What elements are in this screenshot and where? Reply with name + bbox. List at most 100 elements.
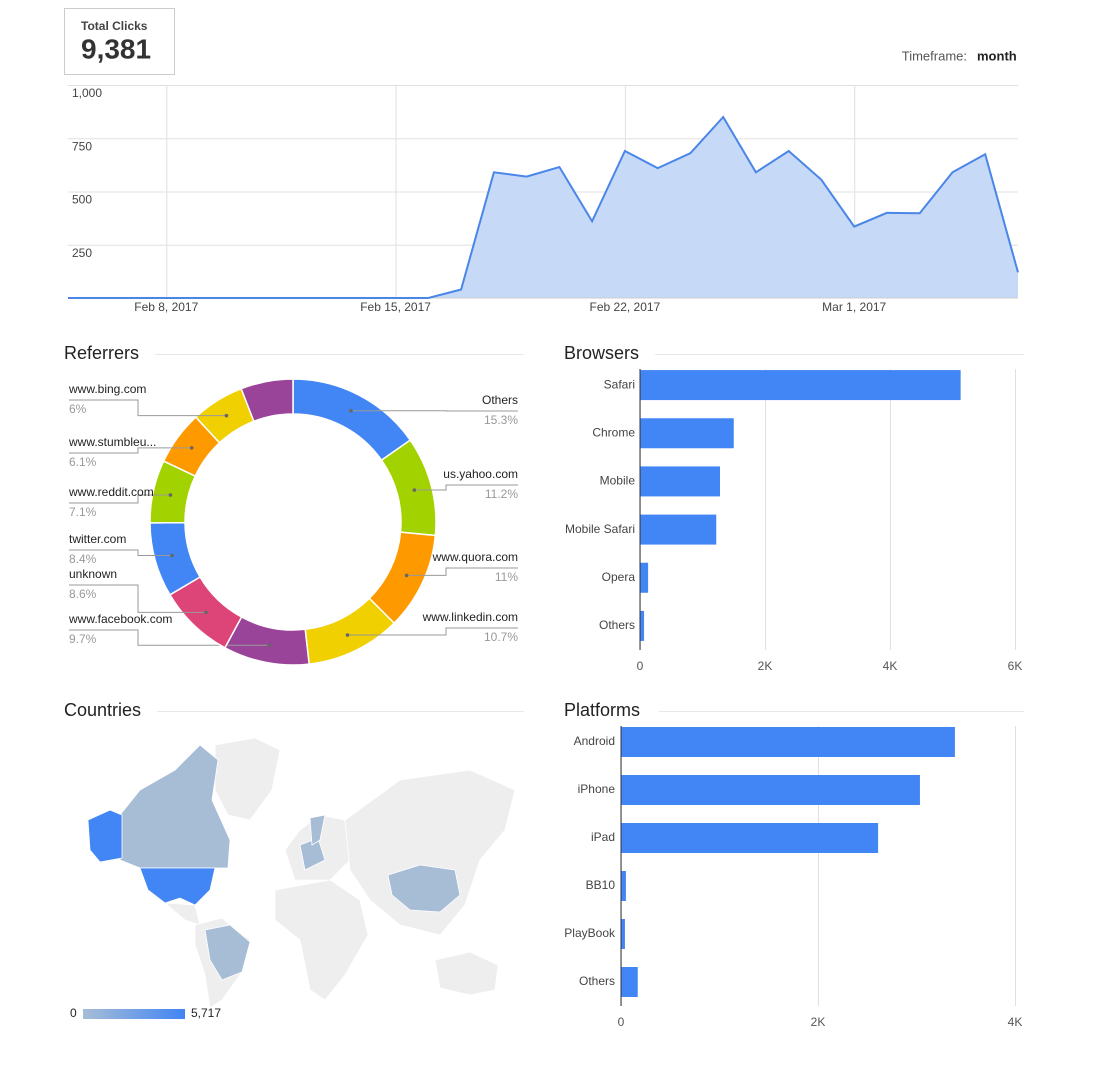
pie-slice <box>292 378 412 462</box>
leader-line <box>69 584 206 613</box>
y-tick-label: 250 <box>72 246 92 260</box>
alaska <box>87 809 123 863</box>
legend-min: 0 <box>70 1006 77 1020</box>
timeframe-label: Timeframe: <box>902 48 967 63</box>
y-tick-label: Others <box>579 974 615 988</box>
bar <box>621 823 879 853</box>
slice-percent: 9.7% <box>69 632 97 646</box>
slice-label: www.quora.com <box>432 550 518 564</box>
leader-line <box>347 627 518 636</box>
bar <box>621 871 626 901</box>
bar <box>640 418 734 449</box>
bar <box>640 562 649 593</box>
y-tick-label: 500 <box>72 193 92 207</box>
y-tick-label: iPad <box>591 830 615 844</box>
x-tick-label: 4K <box>1008 1015 1023 1029</box>
slice-label: www.bing.com <box>68 382 146 396</box>
slice-percent: 11.2% <box>485 487 518 501</box>
y-tick-label: Android <box>574 734 615 748</box>
australia <box>434 951 499 996</box>
y-tick-label: 1,000 <box>72 86 102 100</box>
section-title: Countries <box>64 700 141 720</box>
leader-dot <box>168 493 173 497</box>
x-tick-label: 2K <box>758 659 773 673</box>
x-tick-label: 4K <box>883 659 898 673</box>
slice-percent: 6% <box>69 402 87 416</box>
slice-label: us.yahoo.com <box>443 467 518 481</box>
pie-slice <box>240 378 294 423</box>
slice-percent: 10.7% <box>484 630 518 644</box>
area <box>68 117 1018 298</box>
world-map <box>87 737 516 1009</box>
slice-percent: 6.1% <box>69 455 97 469</box>
usa <box>139 867 216 906</box>
leader-dot <box>267 643 271 648</box>
total-clicks-box <box>64 8 175 75</box>
scandinavia <box>309 814 326 846</box>
leader-line <box>406 567 518 576</box>
y-tick-label: Opera <box>602 570 636 584</box>
y-tick-label: Others <box>599 618 635 632</box>
bar <box>640 514 717 545</box>
slice-percent: 11% <box>495 570 518 584</box>
y-tick-label: Chrome <box>592 425 635 439</box>
leader-dot <box>224 413 229 418</box>
brazil <box>204 924 251 981</box>
slice-percent: 8.4% <box>69 552 97 566</box>
legend-max: 5,717 <box>191 1006 221 1020</box>
bar <box>621 919 625 949</box>
bar <box>640 466 720 497</box>
leader-line <box>69 447 192 454</box>
slice-percent: 8.6% <box>69 587 97 601</box>
central-america <box>163 902 201 926</box>
x-tick-label: Mar 1, 2017 <box>822 300 886 314</box>
slice-label: Others <box>482 393 518 407</box>
bar <box>621 775 920 805</box>
africa <box>274 879 369 1001</box>
leader-line <box>69 399 227 417</box>
slice-percent: 15.3% <box>484 413 518 427</box>
slice-label: www.linkedin.com <box>422 610 518 624</box>
leader-dot <box>170 553 174 558</box>
china <box>387 864 461 913</box>
line <box>68 115 1019 299</box>
leader-dot <box>189 446 194 450</box>
leader-line <box>414 484 518 491</box>
y-tick-label: PlayBook <box>564 926 616 940</box>
pie-slice <box>380 439 437 537</box>
leader-line <box>69 494 171 504</box>
leader-dot <box>404 573 409 578</box>
y-tick-label: Mobile <box>600 474 636 488</box>
leader-line <box>69 549 173 556</box>
slice-percent: 7.1% <box>69 505 97 519</box>
timeframe-value: month <box>977 48 1017 63</box>
legend-bar <box>83 1009 185 1019</box>
y-tick-label: 750 <box>72 139 92 153</box>
total-clicks-value: 9,381 <box>81 33 151 64</box>
x-tick-label: 2K <box>811 1015 826 1029</box>
total-clicks-title: Total Clicks <box>81 19 148 33</box>
leader-dot <box>412 488 417 492</box>
x-tick-label: Feb 22, 2017 <box>590 300 661 314</box>
slice-label: unknown <box>69 567 117 581</box>
x-tick-label: 0 <box>618 1015 625 1029</box>
x-tick-label: Feb 8, 2017 <box>134 300 198 314</box>
x-tick-label: Feb 15, 2017 <box>360 300 431 314</box>
y-tick-label: BB10 <box>586 878 616 892</box>
bar <box>621 967 638 997</box>
bar <box>640 370 961 401</box>
x-tick-label: 0 <box>637 659 644 673</box>
bar <box>640 610 645 641</box>
slice-label: www.stumbleu... <box>68 435 156 449</box>
x-tick-label: 6K <box>1008 659 1023 673</box>
leader-dot <box>345 633 350 637</box>
asia <box>344 769 516 936</box>
leader-dot <box>204 610 208 615</box>
section-title: Browsers <box>564 343 639 363</box>
section-title: Referrers <box>64 343 139 363</box>
y-tick-label: Safari <box>604 377 635 391</box>
leader-dot <box>349 408 353 413</box>
canada <box>119 744 231 869</box>
